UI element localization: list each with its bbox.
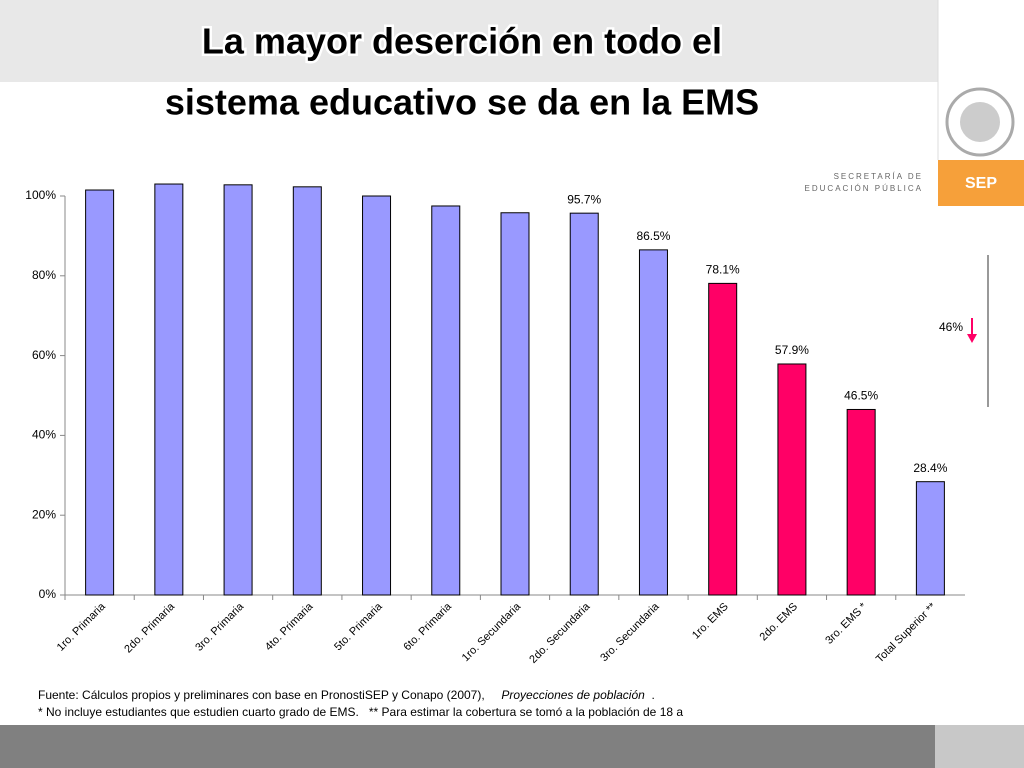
footer-band-right xyxy=(935,725,1024,768)
bar xyxy=(85,189,115,596)
bar xyxy=(431,205,461,596)
footer-band xyxy=(0,725,935,768)
footnote: Fuente: Cálculos propios y preliminares … xyxy=(38,688,655,702)
y-tick-label: 100% xyxy=(25,188,56,202)
bar xyxy=(223,184,253,596)
footnote-text: . xyxy=(651,688,655,702)
bar xyxy=(569,212,599,596)
y-tick-label: 20% xyxy=(32,507,56,521)
seal-center xyxy=(960,102,1000,142)
footnote: * No incluye estudiantes que estudien cu… xyxy=(38,705,684,719)
x-tick-label: 3ro. Secundaria xyxy=(598,600,662,664)
bar xyxy=(292,186,322,596)
value-label: 95.7% xyxy=(567,192,601,206)
chart-title: sistema educativo se da en la EMS xyxy=(165,82,759,123)
bar xyxy=(846,408,876,596)
x-tick-label: 3ro. EMS * xyxy=(823,600,870,647)
x-tick-label: 1ro. Primaria xyxy=(55,600,109,654)
bar xyxy=(708,282,738,596)
value-label: 57.9% xyxy=(775,343,809,357)
logo-text: EDUCACIÓN PÚBLICA xyxy=(805,184,923,193)
x-tick-label: 5to. Primaria xyxy=(332,600,385,653)
x-tick-label: 2do. Secundaria xyxy=(527,600,593,666)
x-tick-label: 6to. Primaria xyxy=(401,600,454,653)
bar xyxy=(777,363,807,596)
y-tick-label: 80% xyxy=(32,268,56,282)
bar xyxy=(500,212,530,596)
footnote-text: Fuente: Cálculos propios y preliminares … xyxy=(38,688,485,702)
x-tick-label: 2do. Primaria xyxy=(122,600,177,655)
annotation: 46% xyxy=(939,320,963,334)
value-label: 78.1% xyxy=(706,263,740,277)
logo-text: SECRETARÍA DE xyxy=(834,172,923,181)
y-tick-label: 40% xyxy=(32,428,56,442)
x-tick-label: 2do. EMS xyxy=(757,601,800,644)
chart-title: La mayor deserción en todo el xyxy=(202,21,722,62)
seal xyxy=(945,87,1015,157)
value-label: 28.4% xyxy=(913,461,947,475)
bar xyxy=(638,249,668,596)
value-label: 46.5% xyxy=(844,389,878,403)
logo-badge-text: SEP xyxy=(965,175,997,192)
bar xyxy=(154,183,184,596)
y-tick-label: 60% xyxy=(32,348,56,362)
x-tick-label: 1ro. EMS xyxy=(690,601,731,642)
bar xyxy=(915,481,945,596)
logo-badge xyxy=(938,160,1024,206)
x-tick-label: 4to. Primaria xyxy=(263,600,316,653)
header-band xyxy=(0,0,938,82)
bar xyxy=(362,195,392,596)
x-tick-label: 1ro. Secundaria xyxy=(460,600,524,664)
annotation-arrowhead xyxy=(967,334,977,343)
footnote-italic: Proyecciones de población xyxy=(501,688,645,702)
y-tick-label: 0% xyxy=(39,587,57,601)
x-tick-label: Total Superior ** xyxy=(874,600,939,665)
x-tick-label: 3ro. Primaria xyxy=(193,600,247,654)
value-label: 86.5% xyxy=(636,229,670,243)
